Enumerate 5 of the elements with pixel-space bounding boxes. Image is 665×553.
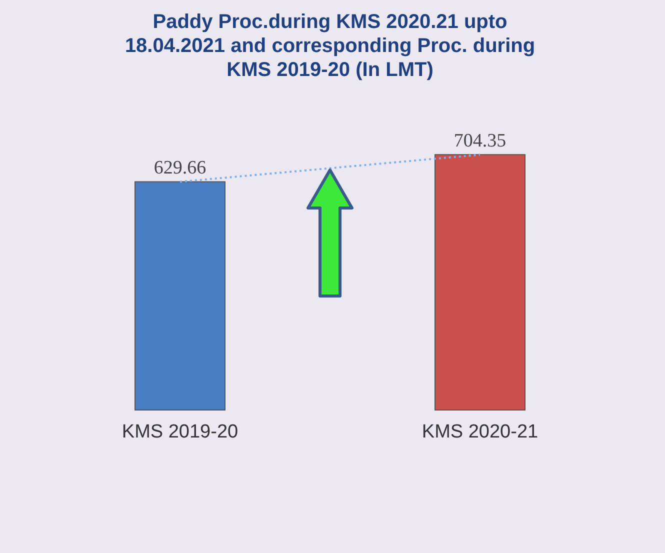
x-tick-label: KMS 2019-20 <box>122 422 238 442</box>
data-label: 704.35 <box>454 130 506 152</box>
data-label: 629.66 <box>154 158 206 179</box>
x-tick-label: KMS 2020-21 <box>422 422 538 442</box>
chart-title: Paddy Proc.during KMS 2020.21 upto 18.04.2021 and corresponding Proc. during KMS 2019-20 (In LMT) <box>124 11 536 81</box>
